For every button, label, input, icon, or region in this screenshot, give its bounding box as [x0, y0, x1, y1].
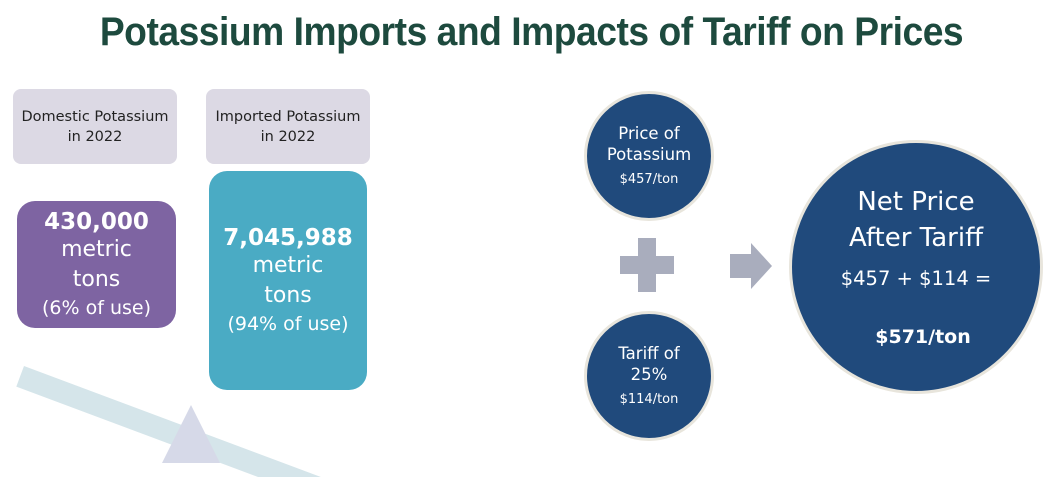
net-price-circle: Net Price After Tariff $457 + $114 = $57…: [789, 140, 1043, 394]
price-title-line1: Price of: [618, 124, 680, 143]
tariff-circle: Tariff of 25% $114/ton: [584, 311, 714, 441]
imported-unit-line2: tons: [264, 282, 312, 308]
domestic-label-line2: in 2022: [67, 128, 123, 145]
domestic-amount: 430,000: [44, 208, 149, 235]
arrow-right-icon: [730, 243, 772, 289]
tariff-title-line2: 25%: [630, 365, 668, 384]
imported-share: (94% of use): [227, 312, 349, 335]
net-title-line1: Net Price: [857, 187, 975, 217]
net-equation: $457 + $114 =: [840, 267, 992, 290]
domestic-label: Domestic Potassium in 2022: [13, 89, 177, 164]
price-circle: Price of Potassium $457/ton: [584, 91, 714, 221]
domestic-unit-line2: tons: [72, 266, 121, 292]
price-value: $457/ton: [619, 172, 679, 187]
domestic-unit-line1: metric: [61, 236, 132, 262]
domestic-share: (6% of use): [42, 296, 151, 319]
imported-label-line2: in 2022: [260, 128, 316, 145]
price-title-line2: Potassium: [606, 145, 692, 164]
tariff-value: $114/ton: [619, 392, 679, 407]
imported-value-box: 7,045,988 metric tons (94% of use): [209, 171, 367, 390]
net-result: $571/ton: [875, 326, 971, 348]
tariff-title-line1: Tariff of: [618, 344, 680, 363]
imported-label: Imported Potassium in 2022: [206, 89, 370, 164]
seesaw-fulcrum-icon: [162, 405, 220, 463]
imported-unit-line1: metric: [252, 252, 324, 278]
plus-icon: [620, 238, 674, 292]
imported-label-line1: Imported Potassium: [215, 108, 361, 125]
net-title-line2: After Tariff: [848, 223, 984, 253]
page-title: Potassium Imports and Impacts of Tariff …: [99, 10, 964, 54]
imported-amount: 7,045,988: [223, 224, 353, 251]
domestic-label-line1: Domestic Potassium: [21, 108, 169, 125]
domestic-value-box: 430,000 metric tons (6% of use): [17, 201, 176, 328]
